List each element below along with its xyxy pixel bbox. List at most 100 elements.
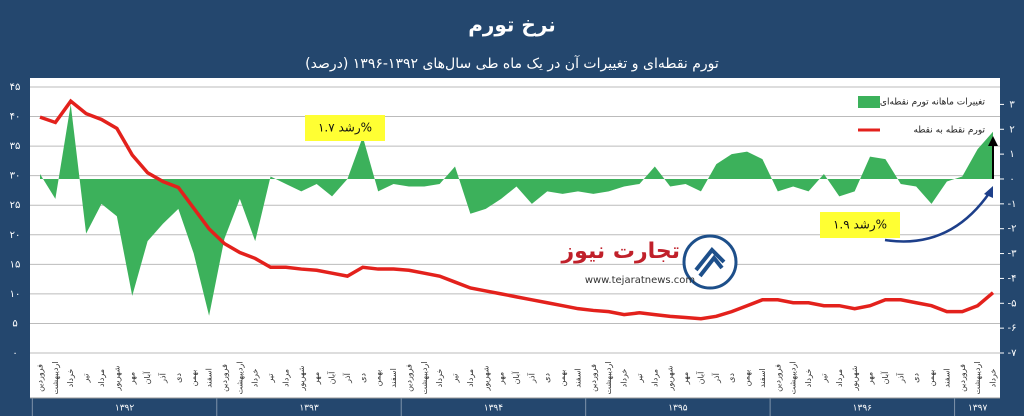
y-tick-label: ۱۵ <box>10 259 21 270</box>
x-tick-label: بهمن <box>743 370 752 387</box>
y-tick-label: ۲۵ <box>10 200 21 211</box>
x-tick-label: اسفند <box>573 368 582 388</box>
y-tick-label: ۴۰ <box>10 112 21 123</box>
y2-tick-label: -۵ <box>1008 298 1017 309</box>
y-tick-label: ۰ <box>12 348 17 359</box>
y2-tick-label: -۱ <box>1008 199 1017 210</box>
x-tick-label: فروردین <box>773 364 782 392</box>
x-tick-label: فروردین <box>220 364 229 392</box>
x-tick-label: مرداد <box>650 369 659 387</box>
x-tick-label: اردیبهشت <box>420 362 429 395</box>
x-tick-label: شهریور <box>481 365 490 391</box>
y2-tick-label: -۴ <box>1008 273 1017 284</box>
x-tick-label: مهر <box>128 372 137 385</box>
x-tick-label: تیر <box>635 373 644 383</box>
logo-text: تجارت نیوز <box>560 239 680 264</box>
x-tick-label: تیر <box>266 373 275 383</box>
year-label: ۱۳۹۴ <box>484 404 504 414</box>
x-tick-label: آبان <box>327 371 337 385</box>
x-tick-label: مهر <box>312 372 321 385</box>
y-tick-label: ۳۰ <box>10 171 21 182</box>
year-label: ۱۳۹۷ <box>968 404 988 414</box>
legend-swatch <box>858 96 880 108</box>
chart-title: نرخ تورم <box>468 13 556 37</box>
x-tick-label: اسفند <box>758 368 767 388</box>
x-tick-label: دی <box>912 373 921 383</box>
y2-tick-label: ۱ <box>1009 149 1014 160</box>
x-tick-label: مرداد <box>281 369 290 387</box>
y-tick-label: ۱۰ <box>10 289 21 300</box>
y2-tick-label: -۳ <box>1008 249 1018 260</box>
x-tick-label: خرداد <box>989 369 998 388</box>
annotation: رشد ۱.۹% <box>833 218 887 233</box>
x-tick-label: بهمن <box>927 370 936 387</box>
x-tick-label: دی <box>727 373 736 383</box>
x-tick-label: فروردین <box>404 364 413 392</box>
x-tick-label: آذر <box>711 372 721 383</box>
year-label: ۱۳۹۳ <box>299 404 319 414</box>
x-tick-label: آبان <box>880 371 890 385</box>
x-tick-label: آبان <box>142 371 152 385</box>
x-tick-label: آبان <box>511 371 521 385</box>
x-tick-label: شهریور <box>850 365 859 391</box>
x-tick-label: فروردین <box>958 364 967 392</box>
x-tick-label: شهریور <box>666 365 675 391</box>
x-tick-label: مهر <box>866 372 875 385</box>
x-tick-label: اسفند <box>389 368 398 388</box>
x-tick-label: اردیبهشت <box>789 362 798 395</box>
y2-tick-label: -۲ <box>1008 224 1017 235</box>
y-tick-label: ۳۵ <box>10 141 21 152</box>
y2-tick-label: ۲ <box>1009 124 1014 135</box>
x-tick-label: بهمن <box>558 370 567 387</box>
x-tick-label: مرداد <box>97 369 106 387</box>
logo-url: www.tejaratnews.com <box>585 275 695 286</box>
line <box>39 98 995 321</box>
x-tick-label: شهریور <box>112 365 121 391</box>
legend-label: تغییرات ماهانه تورم نقطه‌ای <box>880 98 986 108</box>
x-tick-label: تیر <box>451 373 460 383</box>
x-tick-label: دی <box>543 373 552 383</box>
arrow <box>884 191 992 243</box>
chart-subtitle: تورم نقطه‌ای و تغییرات آن در یک ماه طی س… <box>305 55 719 72</box>
year-label: ۱۳۹۵ <box>668 404 688 414</box>
arrow-head <box>988 136 998 146</box>
x-tick-label: بهمن <box>189 370 198 387</box>
x-tick-label: مهر <box>681 372 690 385</box>
x-tick-label: آذر <box>157 372 167 383</box>
x-tick-label: اردیبهشت <box>604 362 613 395</box>
x-tick-label: تیر <box>819 373 828 383</box>
logo-mark <box>694 247 726 278</box>
x-tick-label: آبان <box>695 371 705 385</box>
year-label: ۱۳۹۶ <box>853 404 873 414</box>
x-tick-label: مرداد <box>835 369 844 387</box>
annotation: رشد ۱.۷% <box>318 121 372 136</box>
y2-tick-label: -۷ <box>1008 348 1018 359</box>
x-tick-label: آذر <box>342 372 352 383</box>
x-tick-label: فروردین <box>36 364 45 392</box>
x-tick-label: مرداد <box>466 369 475 387</box>
area <box>40 104 993 316</box>
y2-tick-label: ۳ <box>1009 99 1015 110</box>
x-tick-label: اردیبهشت <box>235 362 244 395</box>
x-tick-label: خرداد <box>66 369 75 388</box>
y2-tick-label: -۶ <box>1008 323 1017 334</box>
y-tick-label: ۴۵ <box>10 82 21 93</box>
annotation-box <box>820 212 900 238</box>
y2-tick-label: ۰ <box>1009 174 1014 185</box>
x-tick-label: دی <box>174 373 183 383</box>
x-tick-label: آذر <box>526 372 536 383</box>
y-tick-label: ۵ <box>12 318 17 329</box>
x-tick-label: مهر <box>497 372 506 385</box>
x-tick-label: اسفند <box>205 368 214 388</box>
x-tick-label: بهمن <box>374 370 383 387</box>
x-tick-label: آذر <box>895 372 905 383</box>
x-tick-label: خرداد <box>620 369 629 388</box>
watermark: تجارت نیوز www.tejaratnews.com <box>560 234 738 290</box>
x-tick-label: خرداد <box>804 369 813 388</box>
x-tick-label: شهریور <box>297 365 306 391</box>
legend-label: تورم نقطه به نقطه <box>913 126 985 136</box>
x-tick-label: اردیبهشت <box>973 362 982 395</box>
x-tick-label: خرداد <box>435 369 444 388</box>
arrow-head <box>984 186 993 198</box>
